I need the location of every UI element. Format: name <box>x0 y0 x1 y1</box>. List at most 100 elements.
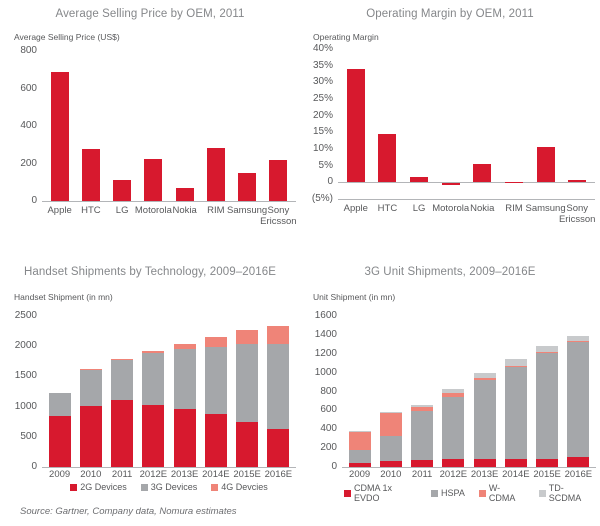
y-tick-label: 2500 <box>14 310 37 321</box>
bar <box>536 147 555 183</box>
bar-segment <box>111 358 134 361</box>
bar-segment <box>204 414 227 467</box>
chart-panel-operating-margin: Operating Margin by OEM, 2011 Operating … <box>300 0 600 240</box>
bar-segment <box>473 458 496 467</box>
bar-segment <box>204 337 227 347</box>
y-tick-label: 200 <box>20 157 37 169</box>
bar-segment <box>442 396 465 459</box>
bar-segment <box>267 344 290 429</box>
legend-label: 2G Devices <box>80 482 127 492</box>
legend-item: 3G Devices <box>140 482 197 492</box>
chart-panel-handset-shipments: Handset Shipments by Technology, 2009–20… <box>0 260 300 526</box>
y-tick-label: 200 <box>320 442 337 454</box>
chart-legend: CDMA 1x EVDO HSPA W-CDMA TD-SCDMA <box>344 483 594 503</box>
y-tick-label: 600 <box>320 404 337 416</box>
bar-segment <box>142 404 165 467</box>
y-tick-label: 1400 <box>314 328 337 340</box>
y-tick-label: (5%) <box>311 193 333 204</box>
y-axis-label: Average Selling Price (US$) <box>14 32 120 42</box>
y-tick-label: 400 <box>20 120 37 131</box>
bar-segment <box>473 373 496 379</box>
x-category-label: 2010 <box>380 469 402 480</box>
bar <box>346 69 365 183</box>
bar <box>113 179 132 201</box>
bar-segment <box>48 393 71 417</box>
bar-segment <box>379 413 402 436</box>
bar-segment <box>473 378 496 380</box>
plot-area: 40% 35% 30% 25% 20% 15% 10% 5% 0 (5%) Apple HTC LG Mo… <box>300 0 600 240</box>
bar-segment <box>236 330 259 345</box>
x-category-label: Nokia <box>172 205 197 216</box>
bar-segment <box>411 459 434 467</box>
y-tick-label: 600 <box>20 82 37 94</box>
bar-segment <box>567 335 590 341</box>
bar-segment <box>567 341 590 342</box>
bar <box>144 159 163 201</box>
legend-swatch-icon <box>70 483 78 491</box>
bar-segment <box>348 431 371 451</box>
legend-item: TD-SCDMA <box>538 483 594 503</box>
y-tick-label: 0 <box>327 176 333 188</box>
bar-segment <box>173 349 196 409</box>
x-category-label: Apple <box>47 205 72 216</box>
bar-segment <box>111 400 134 467</box>
bar-segment <box>173 409 196 467</box>
legend-swatch-icon <box>431 489 438 497</box>
legend-label: TD-SCDMA <box>548 483 582 503</box>
chart-panel-3g-unit-shipments: 3G Unit Shipments, 2009–2016E Unit Shipm… <box>300 260 600 526</box>
bar-segment <box>442 389 465 394</box>
x-axis-line <box>42 467 296 468</box>
chart-title: Operating Margin by OEM, 2011 <box>366 8 534 20</box>
bar <box>504 181 523 183</box>
y-tick-label: 20% <box>312 109 333 121</box>
bar <box>473 164 492 183</box>
y-tick-label: 0 <box>31 461 37 472</box>
x-category-label: 2016E <box>264 469 293 480</box>
bar-segment <box>504 366 527 368</box>
bar-segment <box>473 379 496 459</box>
bar-segment <box>204 346 227 415</box>
chart-title: 3G Unit Shipments, 2009–2016E <box>364 266 536 278</box>
legend-label: HSPA <box>441 488 465 498</box>
bar-segment <box>348 430 371 432</box>
chart-title: Handset Shipments by Technology, 2009–20… <box>24 266 276 278</box>
x-axis-line <box>338 182 595 183</box>
legend-label: W-CDMA <box>488 483 516 503</box>
y-axis-label: Handset Shipment (in mn) <box>14 292 113 302</box>
y-tick-label: 15% <box>312 126 333 138</box>
x-category-label: 2009 <box>49 469 71 480</box>
x-category-label: 2015E <box>233 469 261 480</box>
bar-segment <box>411 405 434 408</box>
x-category-label: RIM <box>207 205 225 216</box>
legend-label: CDMA 1x EVDO <box>354 483 393 503</box>
bar-segment <box>79 405 102 467</box>
x-category-label: Motorola <box>432 203 470 214</box>
bar-segment <box>536 458 559 467</box>
legend-item: W-CDMA <box>478 483 525 503</box>
y-tick-label: 400 <box>320 423 337 435</box>
y-tick-label: 1000 <box>314 366 337 378</box>
x-category-label: 2015E <box>533 469 561 480</box>
legend-swatch-icon <box>140 483 148 491</box>
bar-segment <box>111 360 134 401</box>
bar-segment <box>379 435 402 462</box>
x-category-label: 2013E <box>470 469 499 480</box>
bar-segment <box>504 459 527 467</box>
plot-area: 1600 1400 1200 1000 800 600 400 200 0 2009 2010 201… <box>300 260 600 526</box>
legend-swatch-icon <box>538 489 546 497</box>
bar-segment <box>536 352 559 459</box>
y-tick-label: 0 <box>31 195 37 206</box>
x-category-label: Nokia <box>470 203 495 214</box>
y-tick-label: 1200 <box>314 347 337 359</box>
bar-segment <box>442 393 465 397</box>
x-category-label: HTC <box>81 205 101 216</box>
x-category-label: 2011 <box>411 469 433 480</box>
legend-item: 2G Devices <box>70 482 127 492</box>
legend-item: 4G Devcies <box>211 482 268 492</box>
bar-segment <box>48 416 71 467</box>
bar-segment <box>379 461 402 467</box>
bar-segment <box>442 458 465 467</box>
chart-title: Average Selling Price by OEM, 2011 <box>55 8 245 20</box>
bar-segment <box>267 325 290 345</box>
